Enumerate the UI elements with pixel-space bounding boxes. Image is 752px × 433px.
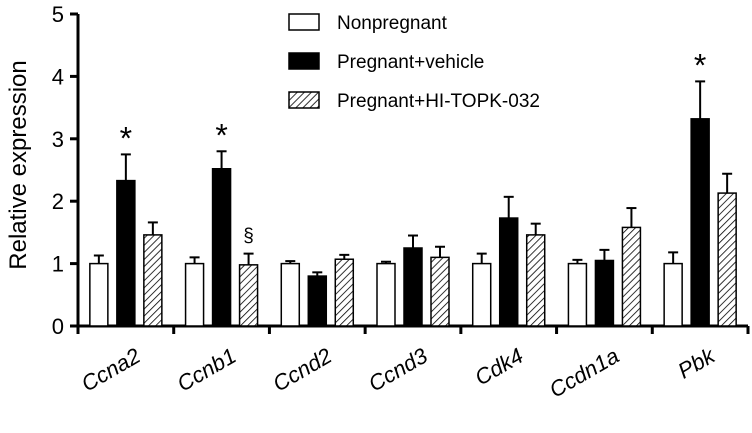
bar-cdk4-pregnant-vehicle: [498, 217, 519, 327]
bar-pbk-nonpregnant: [663, 262, 683, 327]
legend-label-pregnant-vehicle: Pregnant+vehicle: [337, 52, 484, 73]
category-label-ccnd2: Ccnd2: [268, 343, 336, 396]
bar-ccna2-pregnant-hi-topk-032: [143, 234, 163, 327]
bar-ccnb1-pregnant-hi-topk-032: [238, 264, 259, 327]
bar-ccna2-nonpregnant: [89, 262, 109, 327]
bar-ccnd2-nonpregnant: [280, 262, 301, 327]
category-label-cdk4: Cdk4: [470, 343, 527, 390]
legend-swatch-pregnant-vehicle: [288, 52, 320, 70]
category-label-ccdn1a: Ccdn1a: [545, 343, 623, 403]
y-tick-label: 1: [52, 252, 64, 277]
bar-ccna2-pregnant-vehicle: [116, 179, 136, 327]
y-tick-label: 4: [52, 64, 64, 89]
bar-ccdn1a-nonpregnant: [567, 262, 588, 327]
legend-label-pregnant-hi-topk-032: Pregnant+HI-TOPK-032: [337, 91, 540, 112]
y-axis-title: Relative expression: [5, 60, 32, 269]
category-labels: Ccna2 Ccnb1 Ccnd2 Ccnd3 Cdk4 Ccdn1a Pbk: [77, 342, 720, 402]
bar-cdk4-nonpregnant: [471, 262, 492, 327]
bar-ccdn1a-pregnant-vehicle: [594, 259, 615, 327]
y-tick-label: 5: [52, 2, 64, 27]
bars: [89, 118, 737, 327]
significance-star: *: [120, 121, 132, 157]
legend-swatch-nonpregnant: [288, 13, 320, 31]
bar-ccnd3-pregnant-hi-topk-032: [430, 256, 450, 327]
category-label-ccnd3: Ccnd3: [364, 343, 432, 397]
category-label-ccnb1: Ccnb1: [173, 343, 241, 396]
significance-star: *: [694, 48, 706, 84]
bar-ccnb1-pregnant-vehicle: [211, 168, 232, 327]
bar-ccnd2-pregnant-hi-topk-032: [334, 258, 355, 327]
category-label-ccna2: Ccna2: [77, 343, 145, 396]
bar-ccnd3-nonpregnant: [376, 262, 396, 327]
bar-pbk-pregnant-vehicle: [690, 118, 710, 327]
legend-swatch-pregnant-hi-topk-032: [288, 91, 320, 109]
bar-ccdn1a-pregnant-hi-topk-032: [621, 226, 642, 327]
significance-star: *: [215, 117, 227, 153]
significance-markers: * * § *: [120, 48, 707, 247]
bar-ccnb1-nonpregnant: [184, 262, 205, 327]
bar-ccnd2-pregnant-vehicle: [307, 275, 328, 327]
y-tick-label: 0: [52, 314, 64, 339]
error-bars: [93, 80, 733, 277]
bar-cdk4-pregnant-hi-topk-032: [525, 234, 546, 327]
legend-label-nonpregnant: Nonpregnant: [337, 13, 448, 34]
bar-pbk-pregnant-hi-topk-032: [717, 192, 737, 327]
legend: Nonpregnant Pregnant+vehicle Pregnant+HI-T…: [288, 13, 540, 112]
y-tick-label: 3: [52, 127, 64, 152]
category-label-pbk: Pbk: [674, 342, 720, 383]
significance-section: §: [243, 226, 254, 247]
bar-ccnd3-pregnant-vehicle: [403, 247, 423, 327]
y-tick-label: 2: [52, 189, 64, 214]
